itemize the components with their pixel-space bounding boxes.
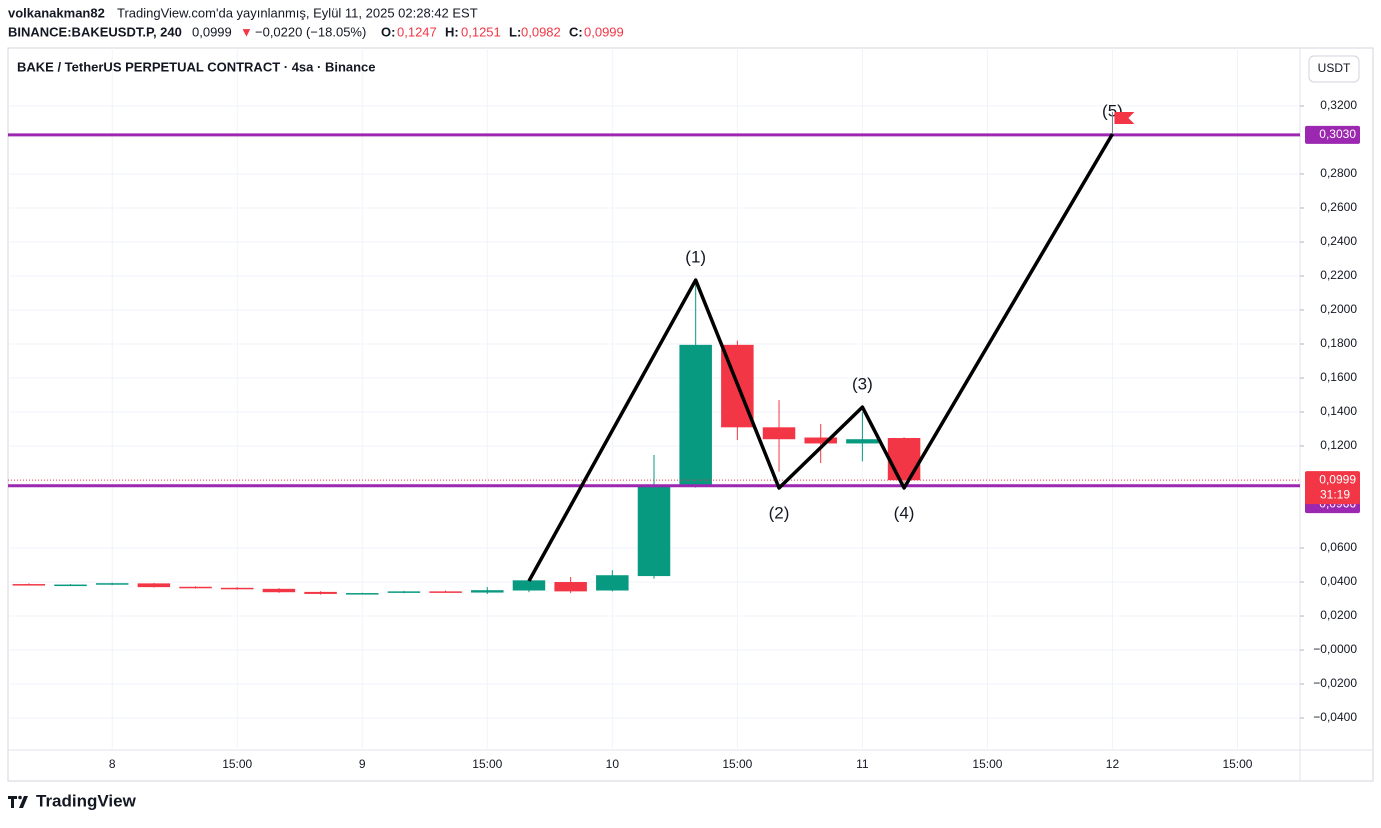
currency[interactable]: USDT (1318, 61, 1351, 75)
candle-body (554, 582, 587, 592)
price-tag (1305, 125, 1360, 144)
low-key: L: (509, 24, 521, 39)
candle-body (596, 575, 629, 591)
y-tick-label: 0,1400 (1320, 404, 1357, 418)
candle-body (12, 584, 46, 586)
y-tick-label: 0,2600 (1320, 200, 1357, 214)
y-tick-label: 0,1800 (1320, 336, 1357, 350)
open-key: O: (381, 24, 395, 39)
wave-label: (1) (685, 248, 706, 267)
y-tick-label: 0,2200 (1320, 268, 1357, 282)
candle-body (346, 593, 379, 595)
x-tick-label: 12 (1106, 757, 1120, 771)
y-tick-label: 0,0600 (1320, 540, 1357, 554)
published-info: TradingView.com'da yayınlanmış, Eylül 11… (117, 5, 478, 20)
last-price-text: 0,0999 (192, 24, 232, 39)
candle-body (95, 583, 129, 585)
y-tick-label: −0,0000 (1313, 642, 1357, 656)
change-text: −0,0220 (−18.05%) (255, 24, 366, 39)
candle-body (804, 437, 837, 444)
y-tick-label: −0,0400 (1313, 710, 1357, 724)
y-tick-label: 0,2800 (1320, 166, 1357, 180)
symbol: BINANCE:BAKEUSDT.P, 240 (8, 24, 182, 39)
wave-label: (3) (852, 375, 873, 394)
candle-body (471, 590, 504, 593)
y-tick-label: 0,1600 (1320, 370, 1357, 384)
x-tick-label: 15:00 (472, 757, 502, 771)
x-tick-label: 9 (359, 757, 366, 771)
candle-body (387, 591, 421, 593)
brand-logo (8, 795, 28, 808)
change-arrow: ▼ (240, 24, 253, 39)
y-tick-label: 0,0200 (1320, 608, 1357, 622)
x-tick-label: 15:00 (972, 757, 1002, 771)
grid (8, 48, 1300, 750)
candle-body (887, 438, 921, 481)
candle-body (304, 591, 337, 594)
high-value: 0,1251 (461, 24, 501, 39)
candle-body (512, 580, 546, 591)
flag (1114, 112, 1135, 125)
close-value: 0,0999 (584, 24, 624, 39)
x-tick-label: 15:00 (1222, 757, 1252, 771)
y-tick-label: 0,1200 (1320, 438, 1357, 452)
candle-body (637, 485, 671, 577)
price-tag-label: 0,3030 (1319, 127, 1356, 141)
candle-body (846, 439, 879, 444)
y-tick-label: −0,0200 (1313, 676, 1357, 690)
wave-line (527, 133, 1114, 582)
y-tick-label: 0,2400 (1320, 234, 1357, 248)
close-key: C: (569, 24, 583, 39)
author: volkanakman82 (8, 5, 105, 20)
y-tick-label: 0,3200 (1320, 98, 1357, 112)
candle-body (220, 587, 254, 590)
x-tick-label: 11 (856, 757, 869, 771)
candle-body (179, 586, 212, 589)
x-tick-label: 10 (606, 757, 620, 771)
y-tick-label: 0,2000 (1320, 302, 1357, 316)
candle-body (679, 344, 712, 486)
chart-title: BAKE / TetherUS PERPETUAL CONTRACT · 4sa… (17, 59, 376, 74)
pane-border (7, 47, 1374, 782)
candle-body (54, 584, 87, 587)
wave-label: (4) (894, 503, 915, 522)
high-key: H: (445, 24, 459, 39)
open-value: 0,1247 (397, 24, 437, 39)
candle-body (429, 591, 462, 593)
x-tick-label: 15:00 (722, 757, 752, 771)
y-tick-label: 0,0400 (1320, 574, 1357, 588)
candle-body (137, 583, 171, 588)
wave-label: (2) (769, 503, 790, 522)
x-tick-label: 8 (109, 757, 116, 771)
brand: TradingView (36, 791, 137, 810)
countdown: 31:19 (1320, 487, 1350, 501)
candle-body (262, 588, 296, 593)
last-price-label: 0,0999 (1319, 472, 1356, 486)
last-price-tag (1305, 471, 1360, 505)
low-value: 0,0982 (521, 24, 561, 39)
candle-body (762, 427, 796, 440)
x-tick-label: 15:00 (222, 757, 252, 771)
currency-button[interactable] (1308, 55, 1360, 83)
